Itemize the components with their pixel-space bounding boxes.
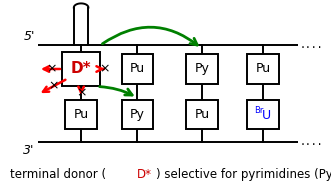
Text: ) selective for pyrimidines (Py): ) selective for pyrimidines (Py) <box>156 168 331 181</box>
Bar <box>248 54 279 84</box>
Bar <box>186 54 218 84</box>
Text: 3': 3' <box>24 144 35 157</box>
Bar <box>122 100 153 129</box>
Bar <box>248 100 279 129</box>
Text: ....: .... <box>300 137 323 147</box>
Bar <box>122 54 153 84</box>
Text: Pu: Pu <box>73 108 89 121</box>
Text: U: U <box>262 109 271 122</box>
Bar <box>62 52 100 87</box>
Text: Pu: Pu <box>194 108 210 121</box>
Text: D*: D* <box>137 168 152 181</box>
Text: ×: × <box>49 80 59 92</box>
Text: 5': 5' <box>24 30 35 43</box>
Text: ×: × <box>99 63 110 75</box>
Text: D*: D* <box>71 61 91 77</box>
Text: Py: Py <box>195 63 209 75</box>
Text: Br: Br <box>254 106 263 115</box>
Text: Pu: Pu <box>130 63 145 75</box>
Text: Pu: Pu <box>256 63 271 75</box>
Text: Py: Py <box>130 108 145 121</box>
Text: ×: × <box>76 87 86 100</box>
Text: ....: .... <box>300 40 323 50</box>
Bar <box>186 100 218 129</box>
Bar <box>66 100 97 129</box>
Text: terminal donor (: terminal donor ( <box>10 168 106 181</box>
Text: ×: × <box>46 63 57 75</box>
